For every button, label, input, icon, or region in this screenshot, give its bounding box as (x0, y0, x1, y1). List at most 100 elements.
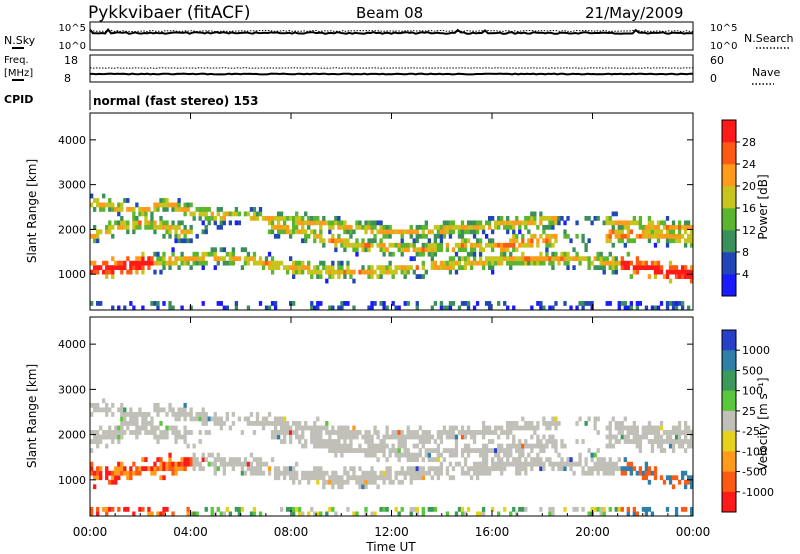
data-cell (394, 434, 398, 440)
data-cell (524, 215, 528, 221)
data-cell (683, 448, 688, 453)
data-cell (373, 475, 377, 481)
data-cell (623, 466, 627, 472)
data-cell (448, 269, 453, 275)
data-cell (279, 215, 284, 221)
data-cell (313, 215, 317, 221)
data-cell (620, 260, 624, 266)
data-cell (96, 301, 100, 306)
data-cell (632, 511, 637, 517)
data-cell (316, 416, 320, 422)
data-cell (117, 211, 121, 217)
data-cell (234, 301, 239, 306)
data-cell (403, 265, 407, 271)
data-cell (216, 416, 220, 422)
data-cell (581, 466, 585, 472)
data-cell (343, 439, 347, 444)
data-cell (632, 430, 637, 435)
data-cell (304, 265, 308, 271)
data-cell (237, 461, 242, 467)
data-cell (108, 269, 112, 275)
data-cell (629, 470, 633, 476)
data-cell (292, 224, 296, 230)
data-cell (554, 251, 558, 257)
data-cell (472, 247, 477, 253)
data-cell (189, 411, 193, 417)
data-cell (442, 265, 447, 271)
data-cell (213, 457, 217, 463)
data-cell (358, 443, 362, 449)
data-cell (427, 251, 431, 257)
data-cell (608, 260, 612, 266)
colorbar-tick-label: 28 (742, 136, 756, 149)
data-cell (349, 233, 353, 239)
data-cell (596, 265, 600, 271)
data-cell (162, 466, 166, 472)
data-cell (674, 475, 679, 481)
data-cell (487, 448, 492, 453)
data-cell (665, 506, 670, 512)
data-cell (279, 430, 284, 435)
data-cell (198, 416, 202, 422)
data-cell (183, 461, 187, 467)
data-cell (183, 411, 187, 417)
data-cell (394, 506, 398, 512)
data-cell (234, 220, 239, 226)
data-cell (512, 247, 516, 253)
data-cell (174, 470, 178, 476)
data-cell (111, 439, 115, 444)
data-cell (578, 461, 582, 467)
data-cell (518, 425, 522, 431)
data-cell (325, 220, 329, 226)
data-cell (469, 242, 474, 248)
data-cell (183, 256, 187, 262)
data-cell (572, 247, 576, 253)
data-cell (433, 251, 438, 257)
data-cell (587, 238, 591, 244)
data-cell (267, 466, 272, 472)
data-cell (177, 416, 181, 422)
data-cell (466, 470, 471, 476)
data-cell (334, 238, 338, 244)
data-cell (671, 448, 676, 453)
data-cell (472, 251, 477, 257)
data-cell (659, 421, 664, 426)
data-cell (542, 466, 546, 472)
data-cell (484, 461, 489, 467)
data-cell (180, 260, 184, 266)
data-cell (563, 251, 567, 257)
data-cell (629, 430, 633, 435)
data-cell (626, 265, 630, 271)
data-cell (593, 452, 597, 458)
data-cell (346, 425, 350, 431)
data-cell (270, 269, 275, 275)
data-cell (647, 229, 652, 235)
data-cell (524, 224, 528, 230)
data-cell (463, 461, 468, 467)
data-cell (237, 211, 242, 217)
data-cell (515, 238, 519, 244)
data-cell (153, 434, 157, 440)
data-cell (135, 470, 139, 476)
data-cell (96, 475, 100, 481)
data-cell (282, 434, 287, 440)
data-cell (415, 247, 419, 253)
data-cell (542, 224, 546, 230)
data-cell (671, 265, 676, 271)
data-cell (394, 475, 398, 481)
data-cell (644, 461, 649, 467)
data-cell (328, 229, 332, 235)
data-cell (644, 434, 649, 440)
data-cell (554, 233, 558, 239)
data-cell (108, 229, 112, 235)
data-cell (307, 220, 311, 226)
data-cell (310, 430, 314, 435)
data-cell (373, 301, 377, 306)
data-cell (518, 260, 522, 266)
data-cell (231, 247, 236, 253)
data-cell (132, 416, 136, 422)
data-cell (90, 411, 94, 417)
data-cell (340, 238, 344, 244)
data-cell (213, 470, 217, 476)
data-cell (282, 416, 287, 422)
